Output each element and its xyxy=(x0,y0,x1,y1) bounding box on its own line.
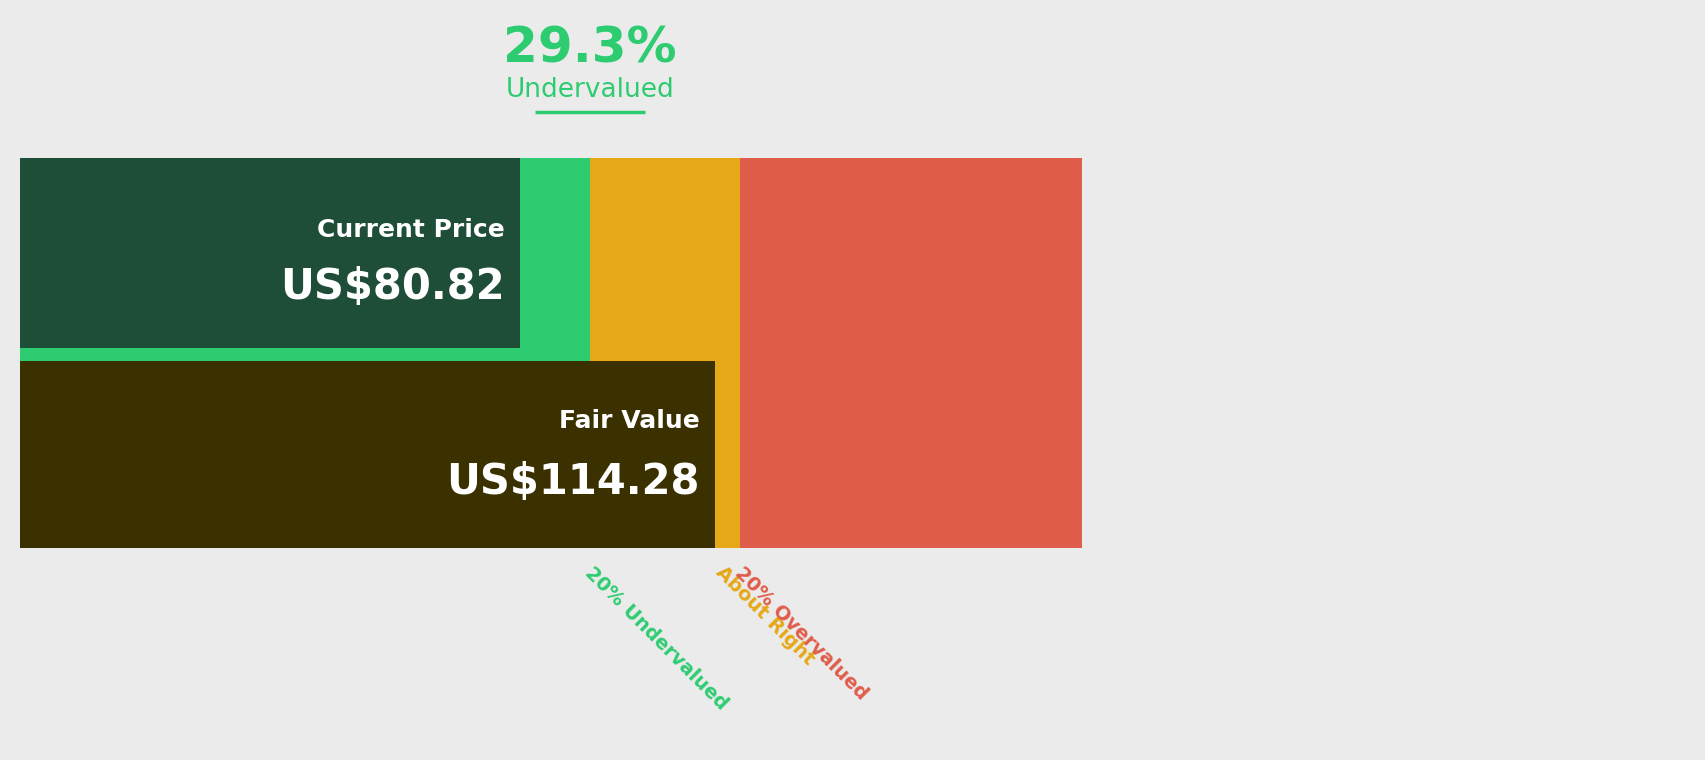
Bar xyxy=(20,158,590,548)
Bar xyxy=(590,158,720,548)
Text: US$80.82: US$80.82 xyxy=(280,266,505,309)
Text: Undervalued: Undervalued xyxy=(505,77,673,103)
Text: 20% Overvalued: 20% Overvalued xyxy=(731,563,871,703)
Text: About Right: About Right xyxy=(711,563,817,670)
Text: 20% Undervalued: 20% Undervalued xyxy=(581,563,731,713)
Bar xyxy=(740,158,1081,548)
Text: US$114.28: US$114.28 xyxy=(447,461,699,503)
Text: Current Price: Current Price xyxy=(317,218,505,242)
Text: Fair Value: Fair Value xyxy=(559,409,699,432)
Bar xyxy=(720,158,740,548)
Text: 29.3%: 29.3% xyxy=(503,24,677,72)
Bar xyxy=(20,158,520,348)
Bar xyxy=(20,361,714,548)
